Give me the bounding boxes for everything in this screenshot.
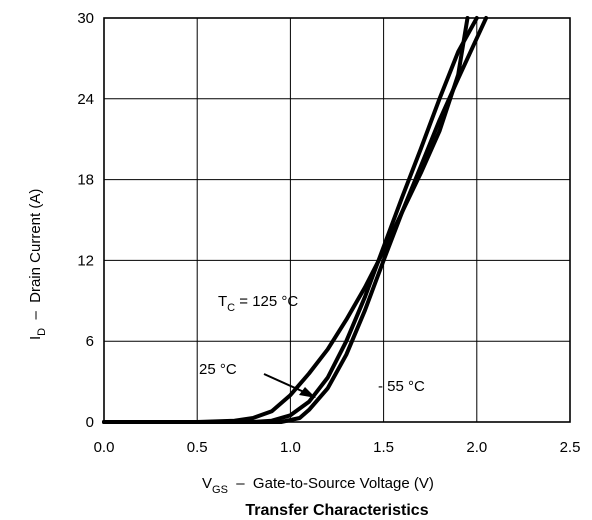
y-tick-label: 30 [77, 10, 94, 27]
y-axis-label: ID – Drain Current (A) [27, 189, 48, 340]
y-tick-label: 6 [86, 333, 94, 350]
x-tick-label: 1.0 [280, 439, 301, 456]
series-tc-125-line [102, 16, 470, 424]
y-tick-label: 0 [86, 414, 94, 431]
annotation-25c-arrow-head [299, 387, 316, 398]
y-tick-label: 18 [77, 172, 94, 189]
x-tick-label: 2.0 [466, 439, 487, 456]
x-tick-label: 1.5 [373, 439, 394, 456]
annotation-tc-125: TC = 125 °C [218, 293, 298, 314]
plot-frame [103, 17, 571, 423]
annotation-minus-55c: - 55 °C [378, 378, 425, 395]
chart-title: Transfer Characteristics [245, 502, 428, 519]
x-tick-label: 0.0 [94, 439, 115, 456]
series-curves [102, 16, 489, 424]
grid-lines [104, 18, 570, 422]
x-tick-label: 2.5 [560, 439, 581, 456]
tick-labels: 0.0 0.5 1.0 1.5 2.0 2.5 0 6 12 18 24 30 [77, 10, 580, 456]
series-25c-line [102, 16, 479, 424]
series-minus-55c-line [102, 16, 489, 424]
x-axis-label: VGS – Gate-to-Source Voltage (V) [202, 475, 434, 496]
annotation-25c-arrow-line [263, 373, 305, 393]
annotation-25c: 25 °C [199, 361, 237, 378]
x-tick-label: 0.5 [187, 439, 208, 456]
y-tick-label: 12 [77, 252, 94, 269]
y-tick-label: 24 [77, 91, 94, 108]
